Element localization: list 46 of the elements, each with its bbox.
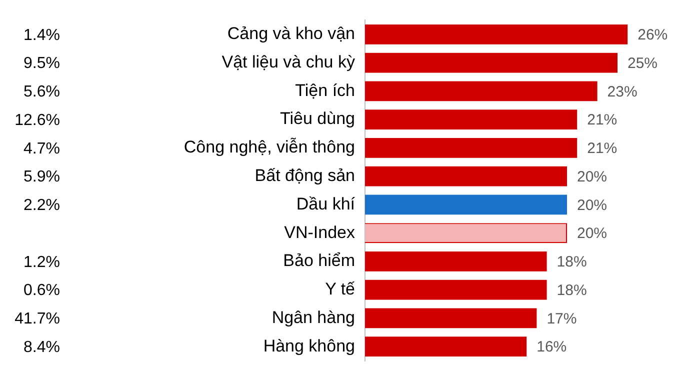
bar (365, 24, 628, 44)
y-tick-label: Vật liệu và chu kỳ (222, 52, 356, 72)
text: 4.7% (24, 140, 60, 158)
y-tick-label: VN-Index (284, 222, 356, 242)
y-tick-label: Tiêu dùng (280, 109, 355, 128)
y-tick-label: Dầu khí (296, 194, 356, 214)
data-label: 16% (536, 338, 567, 356)
bar (365, 308, 537, 328)
data-label: 23% (607, 83, 638, 100)
y-tick-label: Công nghệ, viễn thông (184, 138, 355, 157)
y-tick-label: Tiện ích (295, 80, 355, 100)
text: 1.4% (24, 26, 60, 44)
y-tick-label: Ngân hàng (272, 308, 355, 327)
text: 9.5% (24, 55, 60, 72)
data-label: 18% (556, 282, 587, 299)
bar (365, 110, 578, 130)
bar (365, 252, 547, 272)
y-tick-label: Bất động sản (254, 166, 355, 185)
y-tick-label: Cảng và kho vận (227, 24, 355, 44)
text: 41.7% (14, 310, 60, 328)
y-tick-label: Hàng không (263, 336, 355, 356)
data-label: 21% (587, 112, 618, 129)
text: 1.2% (24, 254, 60, 271)
data-label: 18% (556, 254, 587, 271)
y-tick-label: Y tế (325, 280, 356, 299)
data-label: 20% (577, 196, 608, 214)
data-label: 17% (546, 310, 577, 328)
data-label: 20% (577, 168, 608, 186)
bar (365, 194, 567, 215)
text: 5.9% (24, 168, 60, 186)
text: 12.6% (14, 112, 60, 129)
data-label: 25% (628, 54, 658, 72)
text: 0.6% (24, 282, 60, 300)
data-label: 21% (587, 140, 618, 158)
bar (365, 52, 618, 73)
text: 5.6% (24, 84, 60, 101)
bar (365, 336, 527, 357)
data-label: 20% (577, 225, 608, 242)
data-label: 26% (638, 26, 668, 44)
bar (365, 138, 578, 158)
bar (365, 81, 598, 102)
text: 2.2% (24, 197, 60, 214)
text: 8.4% (24, 339, 60, 356)
y-tick-label: Bảo hiểm (283, 251, 355, 270)
bar (365, 166, 567, 186)
bar (365, 280, 547, 300)
